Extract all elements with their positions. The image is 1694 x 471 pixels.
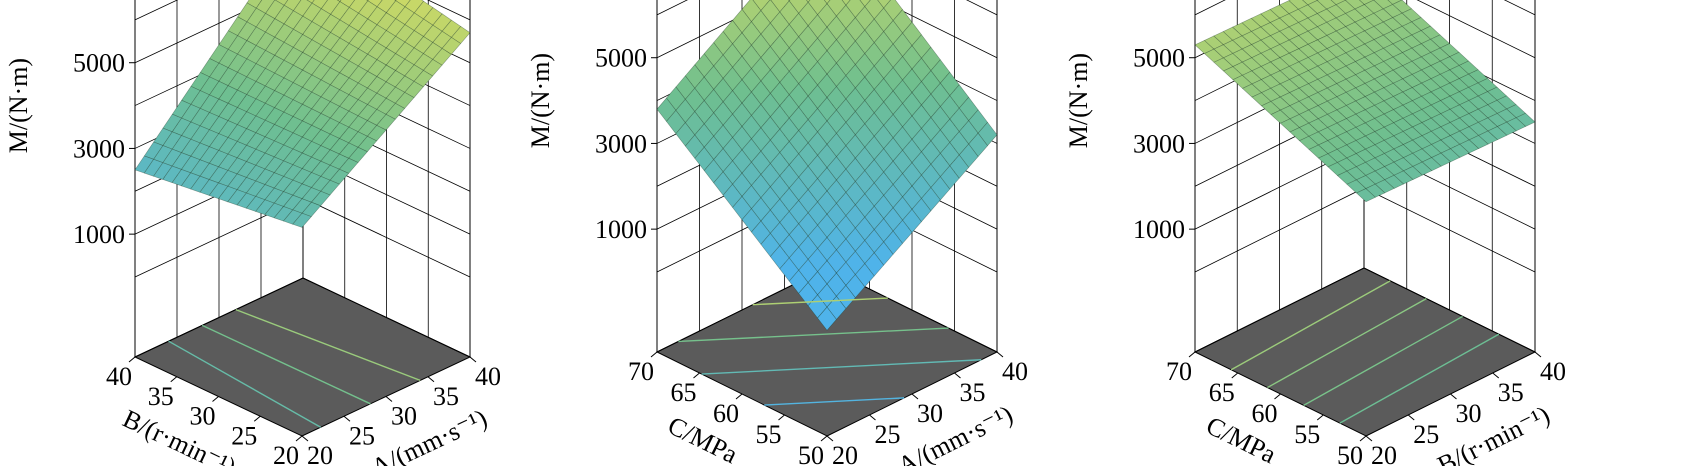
z-tick-label: 3000 <box>595 129 647 158</box>
z-tick-label: 3000 <box>73 134 125 163</box>
x-tick-label: 30 <box>917 399 943 428</box>
x-tick-label: 40 <box>475 362 501 391</box>
y-tick-label: 65 <box>1209 378 1235 407</box>
floor-plane <box>135 278 470 436</box>
x-tick-label: 40 <box>1002 357 1028 386</box>
x-axis-label: A/(mm·s⁻¹) <box>893 400 1017 466</box>
y-tick-label: 25 <box>231 421 257 450</box>
y-tick-label: 60 <box>1252 399 1278 428</box>
z-tick-label: 1000 <box>595 215 647 244</box>
surface-plot-3: 1000300050007000M/(N·m)20253035405055606… <box>1064 0 1566 466</box>
x-tick-label: 20 <box>832 441 858 466</box>
x-tick-label: 35 <box>433 382 459 411</box>
z-tick-label: 5000 <box>73 49 125 78</box>
x-axis-label: A/(mm·s⁻¹) <box>367 403 492 466</box>
y-tick-label: 20 <box>273 441 299 466</box>
z-axis-label: M/(N·m) <box>526 53 555 148</box>
z-tick-label: 3000 <box>1133 129 1185 158</box>
x-tick-label: 25 <box>1413 420 1439 449</box>
z-tick-label: 1000 <box>73 220 125 249</box>
y-tick-label: 55 <box>1294 420 1320 449</box>
y-tick-label: 70 <box>1166 357 1192 386</box>
z-tick-label: 1000 <box>1133 215 1185 244</box>
y-tick-label: 30 <box>190 402 216 431</box>
x-tick-label: 30 <box>391 402 417 431</box>
x-tick-label: 40 <box>1540 357 1566 386</box>
surface-plot-2: 1000300050007000M/(N·m)20253035405055606… <box>526 0 1028 466</box>
y-tick-label: 65 <box>671 378 697 407</box>
y-axis-label: B/(r·min⁻¹) <box>118 404 240 466</box>
x-tick-label: 30 <box>1456 399 1482 428</box>
y-tick-label: 70 <box>628 357 654 386</box>
y-tick-label: 55 <box>756 420 782 449</box>
z-tick-label: 5000 <box>595 44 647 73</box>
x-tick-label: 35 <box>960 378 986 407</box>
x-tick-label: 25 <box>875 420 901 449</box>
y-tick-label: 60 <box>713 399 739 428</box>
x-tick-label: 25 <box>349 421 375 450</box>
floor-plane <box>1195 268 1535 436</box>
x-tick-label: 20 <box>1371 441 1397 466</box>
y-tick-label: 50 <box>798 441 824 466</box>
x-axis-label: B/(r·min⁻¹) <box>1433 400 1554 466</box>
z-axis-label: M/(N·m) <box>4 58 33 153</box>
y-tick-label: 35 <box>148 382 174 411</box>
z-tick-label: 5000 <box>1133 44 1185 73</box>
y-tick-label: 40 <box>106 362 132 391</box>
x-tick-label: 20 <box>307 441 333 466</box>
z-axis-label: M/(N·m) <box>1064 53 1093 148</box>
x-tick-label: 35 <box>1498 378 1524 407</box>
surface-plot-1: 1000300050007000M/(N·m)20253035402025303… <box>4 0 501 466</box>
y-tick-label: 50 <box>1337 441 1363 466</box>
